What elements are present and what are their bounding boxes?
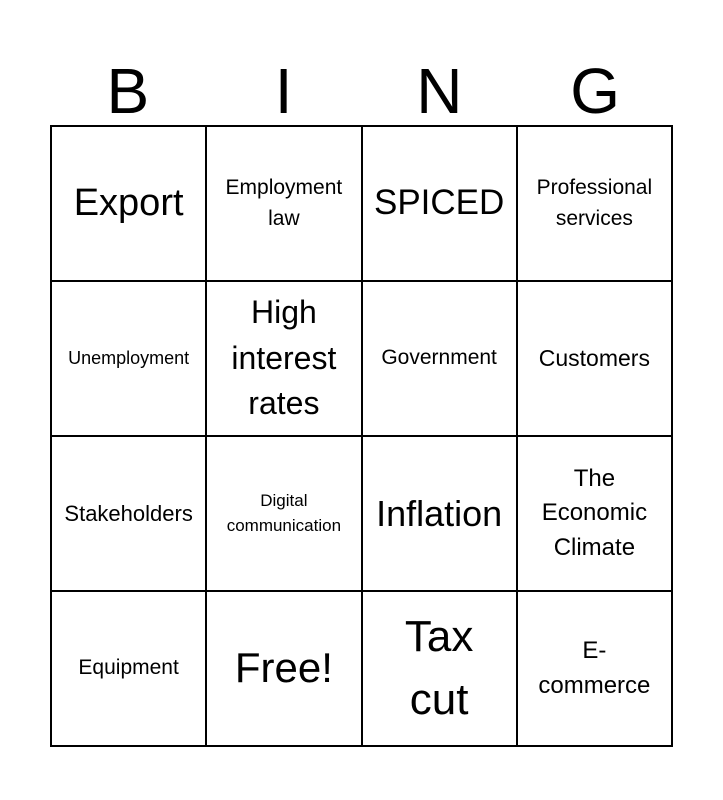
bingo-cell[interactable]: Customers: [516, 281, 672, 436]
header-letter-i: I: [274, 55, 293, 127]
bingo-cell[interactable]: Stakeholders: [51, 436, 207, 591]
bingo-cell[interactable]: Inflation: [361, 436, 517, 591]
bingo-cell[interactable]: Government: [361, 281, 517, 436]
bingo-cell[interactable]: Equipment: [51, 591, 207, 746]
header-letter-b: B: [106, 55, 150, 127]
bingo-cell[interactable]: Free!: [206, 591, 362, 746]
bingo-cell[interactable]: SPICED: [361, 126, 517, 281]
bingo-title: B I N G: [50, 48, 673, 123]
bingo-cell[interactable]: Tax cut: [361, 591, 517, 746]
bingo-cell[interactable]: The Economic Climate: [516, 436, 672, 591]
bingo-cell[interactable]: E-commerce: [516, 591, 672, 746]
bingo-cell[interactable]: Unemployment: [51, 281, 207, 436]
bingo-grid: Export Employment law SPICED Professiona…: [50, 125, 673, 747]
header-letter-g: G: [570, 55, 621, 127]
bingo-cell[interactable]: Professional services: [516, 126, 672, 281]
bingo-cell[interactable]: Export: [51, 126, 207, 281]
bingo-cell[interactable]: High interest rates: [206, 281, 362, 436]
bingo-cell[interactable]: Digital communication: [206, 436, 362, 591]
header-letter-n: N: [416, 55, 463, 127]
bingo-cell[interactable]: Employment law: [206, 126, 362, 281]
